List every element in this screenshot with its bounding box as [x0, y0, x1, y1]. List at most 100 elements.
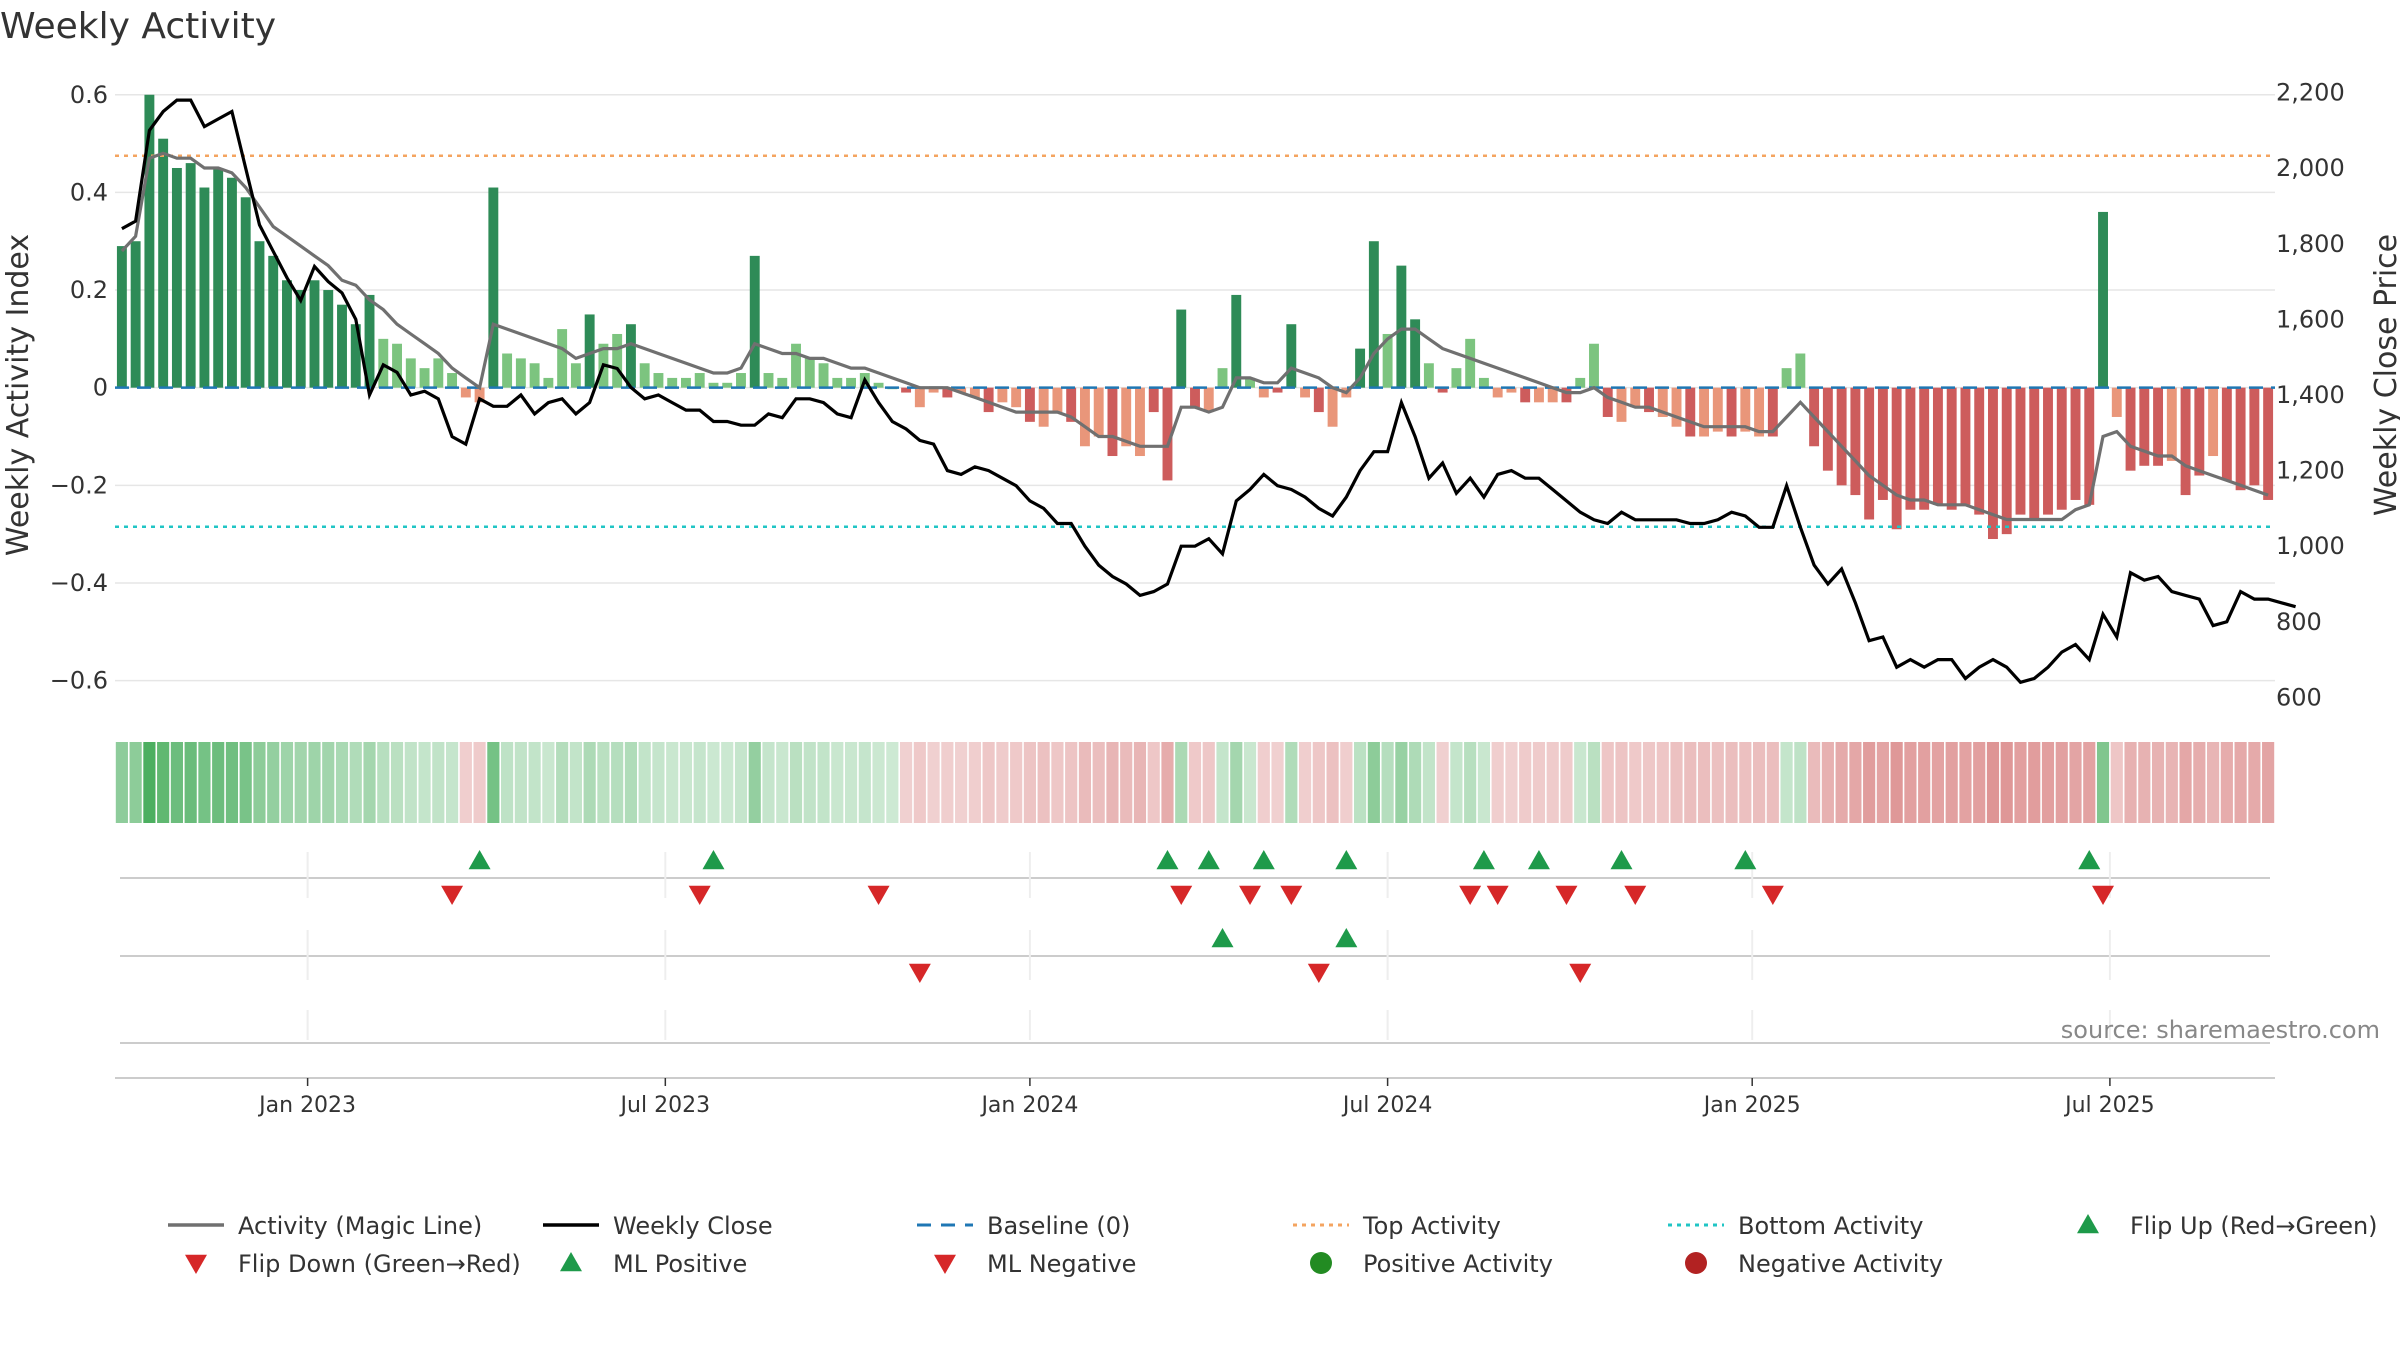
right-tick-label: 1,200 — [2276, 457, 2345, 485]
activity-bar — [254, 241, 265, 388]
activity-bar — [295, 290, 306, 388]
legend-label: Baseline (0) — [987, 1212, 1130, 1240]
strip-cell — [844, 742, 858, 823]
strip-cell — [734, 742, 748, 823]
activity-bar — [584, 314, 595, 388]
strip-cell — [803, 742, 816, 823]
activity-bar — [2015, 387, 2026, 515]
flip-up-marker — [1527, 850, 1550, 870]
strip-cell — [157, 742, 170, 823]
activity-bar — [1121, 387, 1132, 447]
strip-cell — [1931, 742, 1945, 823]
flip-down-marker — [1555, 885, 1578, 905]
right-tick-label: 1,600 — [2276, 305, 2345, 333]
strip-cell — [1092, 742, 1105, 823]
activity-bar — [956, 387, 967, 393]
strip-cell — [913, 742, 926, 823]
activity-bar — [268, 255, 279, 388]
strip-cell — [445, 742, 459, 823]
activity-bar — [144, 94, 155, 388]
activity-bar — [171, 167, 182, 388]
left-tick-label: −0.6 — [50, 667, 108, 695]
strip-cell — [955, 742, 968, 823]
activity-bar — [1547, 387, 1558, 403]
strip-cell — [1725, 742, 1738, 823]
x-tick-label: Jul 2023 — [619, 1093, 711, 1118]
activity-bar — [639, 363, 650, 388]
activity-bar — [2056, 387, 2067, 510]
strip-cell — [624, 742, 638, 823]
strip-cell — [335, 742, 349, 823]
strip-cell — [1546, 742, 1559, 823]
legend-swatch-triangle — [2077, 1214, 2099, 1234]
activity-bar — [2166, 387, 2177, 461]
strip-cell — [1188, 742, 1202, 823]
activity-bar — [681, 377, 691, 388]
activity-bar — [2235, 387, 2246, 491]
activity-bar — [612, 333, 623, 388]
strip-cell — [1890, 742, 1903, 823]
right-tick-label: 2,200 — [2276, 79, 2345, 107]
activity-bar — [708, 382, 719, 388]
activity-bar — [350, 324, 361, 388]
activity-bar — [1767, 387, 1778, 437]
right-tick-label: 600 — [2276, 683, 2322, 711]
strip-cell — [1216, 742, 1229, 823]
flip-up-marker — [1472, 850, 1495, 870]
activity-bar — [1657, 387, 1668, 417]
activity-bar — [2043, 387, 2053, 515]
activity-bar — [997, 387, 1008, 403]
strip-cell — [1629, 742, 1642, 823]
flip-down-marker — [1624, 885, 1647, 905]
activity-bar — [1135, 387, 1145, 457]
strip-cell — [198, 742, 211, 823]
strip-cell — [514, 742, 527, 823]
right-tick-label: 1,400 — [2276, 381, 2345, 409]
strip-cell — [1656, 742, 1669, 823]
strip-cell — [748, 742, 761, 823]
activity-bar — [337, 304, 347, 388]
strip-cell — [1863, 742, 1876, 823]
weekly-close-line — [121, 98, 2297, 685]
legend-label: Flip Up (Red→Green) — [2130, 1212, 2378, 1240]
strip-cell — [212, 742, 225, 823]
right-tick-label: 1,800 — [2276, 230, 2345, 258]
activity-bar — [1644, 387, 1654, 413]
strip-cell — [432, 742, 445, 823]
activity-bar — [488, 187, 499, 388]
activity-bar — [2125, 387, 2136, 471]
activity-bar — [1864, 387, 1875, 520]
strip-cell — [473, 742, 486, 823]
signal-markers — [115, 850, 2275, 1079]
strip-cell — [363, 742, 376, 823]
strip-cell — [459, 742, 472, 823]
legend-label: Top Activity — [1362, 1212, 1501, 1240]
strip-cell — [2248, 742, 2261, 823]
activity-bar — [1946, 387, 1957, 510]
strip-cell — [2207, 742, 2220, 823]
activity-bar — [1437, 387, 1448, 393]
flip-down-marker — [1239, 885, 1262, 905]
activity-bar — [557, 329, 568, 388]
legend-swatch-triangle — [185, 1254, 207, 1274]
right-tick-label: 1,000 — [2276, 532, 2345, 560]
strip-cell — [2028, 742, 2041, 823]
strip-cell — [1918, 742, 1931, 823]
strip-cell — [1601, 742, 1614, 823]
strip-cell — [184, 742, 197, 823]
strip-cell — [569, 742, 582, 823]
activity-bar — [460, 387, 471, 398]
activity-bar — [1107, 387, 1118, 457]
strip-cell — [1574, 742, 1587, 823]
strip-cell — [1808, 742, 1821, 823]
strip-cell — [666, 742, 679, 823]
flip-up-marker — [468, 850, 491, 870]
strip-cell — [1175, 742, 1188, 823]
strip-cell — [886, 742, 899, 823]
strip-cell — [597, 742, 610, 823]
strip-cell — [1973, 742, 1986, 823]
activity-bar — [928, 387, 939, 393]
strip-cell — [2055, 742, 2068, 823]
activity-bar — [818, 363, 829, 388]
